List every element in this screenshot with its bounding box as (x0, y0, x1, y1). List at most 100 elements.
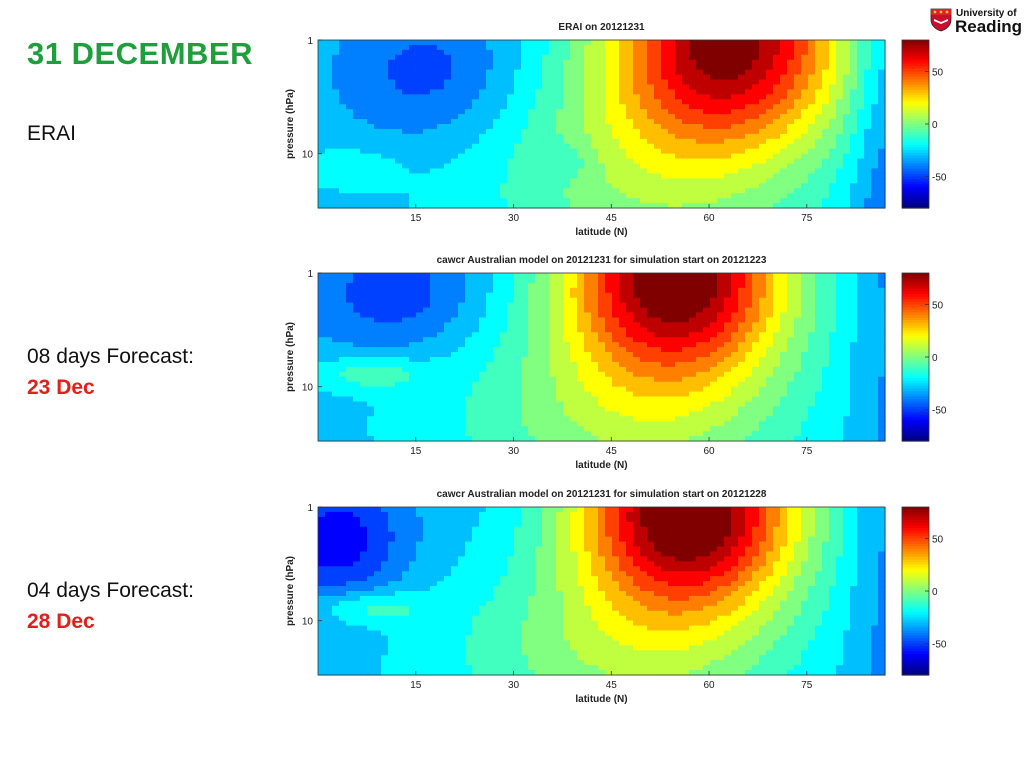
heatmap-cell (843, 173, 851, 179)
heatmap-cell (430, 158, 438, 165)
heatmap-cell (542, 317, 550, 324)
heatmap-cell (668, 124, 676, 130)
heatmap-cell (367, 79, 375, 86)
heatmap-cell (423, 173, 431, 179)
heatmap-cell (584, 327, 592, 333)
heatmap-cell (521, 99, 529, 105)
heatmap-cell (612, 104, 620, 110)
heatmap-cell (465, 292, 473, 299)
heatmap-cell (346, 342, 354, 348)
heatmap-cell (738, 302, 746, 309)
heatmap-cell (458, 153, 466, 160)
heatmap-cell (346, 347, 354, 353)
heatmap-cell (416, 109, 424, 115)
heatmap-cell (787, 143, 795, 150)
heatmap-cell (549, 307, 557, 314)
heatmap-cell (640, 292, 648, 299)
heatmap-cell (640, 277, 648, 284)
heatmap-cell (780, 79, 788, 86)
heatmap-cell (640, 153, 648, 160)
heatmap-cell (745, 188, 753, 194)
heatmap-cell (514, 401, 522, 408)
heatmap-cell (360, 332, 368, 338)
heatmap-cell (857, 69, 865, 76)
heatmap-cell (584, 193, 592, 199)
heatmap-cell (395, 40, 403, 46)
heatmap-cell (395, 287, 403, 294)
heatmap-cell (346, 64, 354, 71)
heatmap-cell (647, 64, 655, 71)
heatmap-cell (682, 366, 690, 373)
heatmap-cell (647, 406, 655, 412)
heatmap-cell (850, 94, 858, 100)
heatmap-cell (633, 317, 641, 324)
heatmap-cell (584, 391, 592, 398)
heatmap-cell (815, 148, 823, 155)
heatmap-cell (717, 183, 725, 189)
heatmap-cell (675, 347, 683, 353)
heatmap-cell (661, 104, 669, 110)
heatmap-cell (787, 114, 795, 120)
heatmap-cell (731, 297, 739, 304)
heatmap-cell (584, 401, 592, 408)
heatmap-cell (395, 297, 403, 304)
crest-icon (930, 8, 952, 32)
heatmap-cell (353, 337, 361, 343)
heatmap-cell (626, 282, 634, 289)
heatmap-cell (458, 74, 466, 81)
heatmap-cell (724, 361, 732, 368)
heatmap-cell (346, 193, 354, 199)
heatmap-cell (479, 287, 487, 294)
heatmap-cell (717, 49, 725, 56)
heatmap-cell (710, 69, 718, 76)
heatmap-cell (388, 153, 396, 160)
heatmap-cell (626, 431, 634, 437)
heatmap-cell (696, 361, 704, 368)
heatmap-cell (388, 352, 396, 358)
heatmap-cell (507, 119, 515, 125)
heatmap-cell (416, 99, 424, 105)
heatmap-cell (696, 381, 704, 388)
heatmap-cell (486, 282, 494, 289)
heatmap-cell (619, 436, 627, 442)
heatmap-cell (388, 148, 396, 155)
heatmap-cell (829, 69, 837, 76)
heatmap-cell (591, 357, 599, 363)
heatmap-cell (598, 138, 606, 145)
heatmap-cell (605, 327, 613, 333)
heatmap-cell (584, 114, 592, 120)
heatmap-cell (710, 416, 718, 422)
heatmap-cell (717, 198, 725, 204)
heatmap-cell (325, 59, 333, 66)
heatmap-cell (374, 436, 382, 442)
heatmap-cell (738, 153, 746, 160)
heatmap-cell (542, 273, 550, 279)
heatmap-cell (507, 411, 515, 417)
heatmap-cell (794, 59, 802, 66)
heatmap-cell (773, 173, 781, 179)
heatmap-cell (829, 148, 837, 155)
heatmap-cell (346, 49, 354, 56)
heatmap-cell (780, 178, 788, 184)
heatmap-cell (829, 193, 837, 199)
heatmap-cell (745, 426, 753, 432)
heatmap-cell (598, 44, 606, 51)
heatmap-cell (318, 426, 326, 432)
heatmap-cell (514, 168, 522, 175)
heatmap-cell (794, 124, 802, 130)
heatmap-cell (612, 99, 620, 105)
heatmap-cell (381, 99, 389, 105)
heatmap-cell (794, 198, 802, 204)
heatmap-cell (724, 69, 732, 76)
heatmap-cell (465, 119, 473, 125)
heatmap-cell (878, 64, 886, 71)
heatmap-cell (486, 396, 494, 403)
heatmap-cell (766, 143, 774, 150)
heatmap-cell (339, 203, 347, 209)
heatmap-cell (479, 69, 487, 76)
heatmap-cell (710, 282, 718, 289)
heatmap-cell (717, 128, 725, 135)
heatmap-cell (836, 183, 844, 189)
heatmap-cell (542, 138, 550, 145)
